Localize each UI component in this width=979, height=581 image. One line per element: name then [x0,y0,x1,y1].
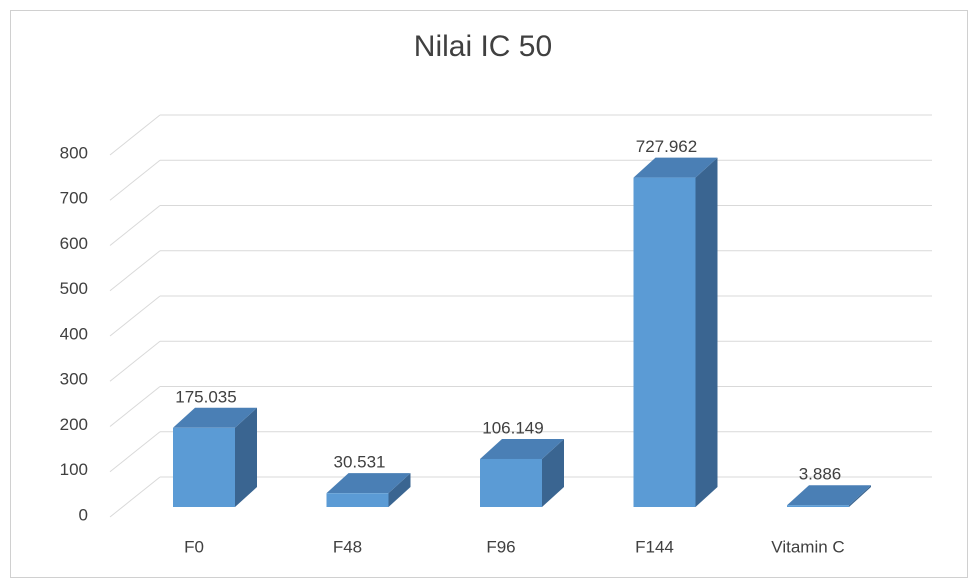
grid-line [109,476,161,518]
value-label: 106.149 [482,418,543,437]
bar-top [173,407,257,428]
y-tick-label: 0 [79,505,88,524]
x-tick-label: F0 [184,537,204,556]
x-tick-label: F96 [486,537,515,556]
bar-top [633,157,718,178]
grid-line [109,205,161,246]
value-label: 175.035 [175,387,236,406]
value-label: 3.886 [799,465,842,484]
y-tick-label: 200 [60,415,88,434]
y-tick-label: 400 [60,324,88,343]
y-tick-label: 300 [60,370,88,389]
grid-line [109,295,161,337]
bar [787,505,849,507]
bar-top [787,485,871,506]
grid-line [109,340,161,382]
bar-side [695,157,718,507]
bar [326,493,389,507]
bar-side [235,407,257,507]
x-tick-label: F48 [333,537,362,556]
value-label: 727.962 [636,137,697,156]
bar-side [388,473,411,507]
y-tick-label: 100 [60,460,88,479]
grid-line [109,114,161,156]
grid-line [109,431,161,473]
bar-side [542,438,564,507]
chart-title: Nilai IC 50 [414,30,552,63]
bar [173,427,235,507]
x-tick-label: F144 [635,537,674,556]
value-label: 30.531 [334,453,386,472]
bar-side [849,485,871,507]
y-tick-label: 500 [60,279,88,298]
y-tick-label: 700 [60,189,88,208]
bar [480,458,542,507]
grid-line [109,159,161,201]
grid-line [109,386,161,427]
y-tick-label: 800 [60,143,88,162]
y-tick-label: 600 [60,234,88,253]
bar [633,177,696,507]
x-tick-label: Vitamin C [771,537,844,556]
bar-top [326,473,411,494]
bar-top [480,438,564,459]
grid-line [109,250,161,292]
